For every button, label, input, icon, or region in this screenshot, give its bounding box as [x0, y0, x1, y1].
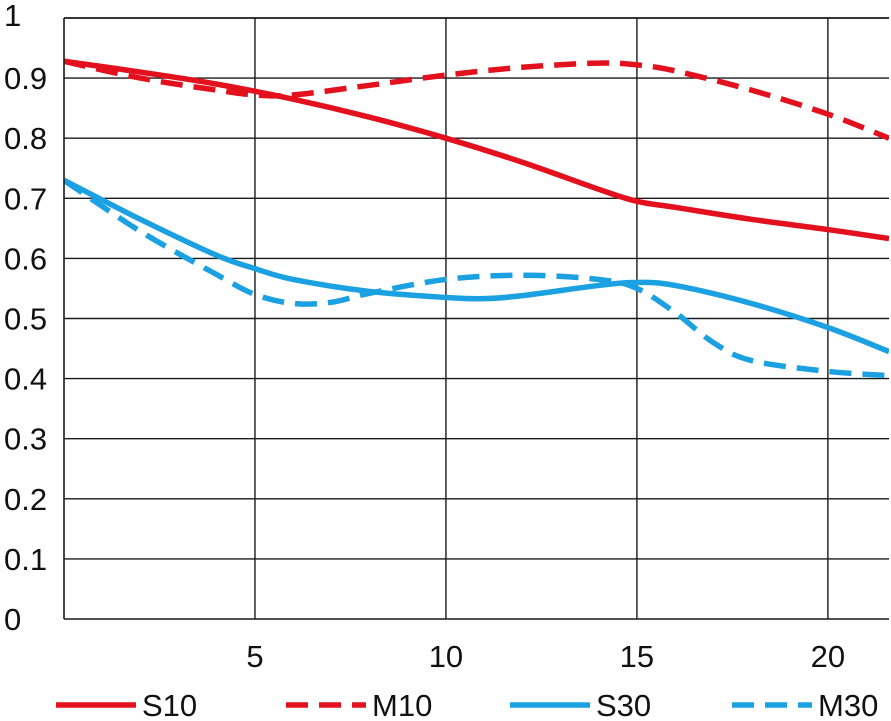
legend-label: M30	[818, 688, 878, 721]
y-axis-tick-labels: 0 0.1 0.2 0.3 0.4 0.5 0.6 0.7 0.8 0.9 1	[4, 0, 47, 637]
series-line-m10	[64, 58, 889, 141]
legend-label: S30	[596, 688, 651, 721]
plot-frame	[63, 17, 889, 620]
x-tick-label: 15	[620, 639, 654, 674]
series-line-m30	[64, 177, 889, 379]
legend-item-s30: S30	[510, 688, 651, 721]
legend-label: M10	[372, 688, 432, 721]
y-tick-label: 0.9	[4, 61, 47, 96]
legend: S10 M10 S30 M30	[56, 688, 878, 721]
y-tick-label: 0	[4, 602, 21, 637]
grid	[64, 17, 889, 619]
x-tick-label: 5	[246, 639, 263, 674]
y-tick-label: 0.7	[4, 181, 47, 216]
series-line-s30	[64, 177, 889, 355]
y-tick-label: 0.2	[4, 482, 47, 517]
x-tick-label: 20	[811, 639, 845, 674]
series-line-s10	[64, 58, 889, 242]
y-tick-label: 0.1	[4, 542, 47, 577]
legend-item-m10: M10	[286, 688, 432, 721]
series-lines	[64, 58, 889, 379]
legend-item-m30: M30	[732, 688, 878, 721]
legend-label: S10	[142, 688, 197, 721]
x-axis-tick-labels: 5 10 15 20	[246, 639, 845, 674]
y-tick-label: 0.8	[4, 121, 47, 156]
y-tick-label: 1	[4, 0, 21, 33]
y-tick-label: 0.5	[4, 302, 47, 337]
legend-item-s10: S10	[56, 688, 197, 721]
y-tick-label: 0.6	[4, 241, 47, 276]
y-tick-label: 0.4	[4, 362, 47, 397]
y-tick-label: 0.3	[4, 422, 47, 457]
x-tick-label: 10	[429, 639, 463, 674]
